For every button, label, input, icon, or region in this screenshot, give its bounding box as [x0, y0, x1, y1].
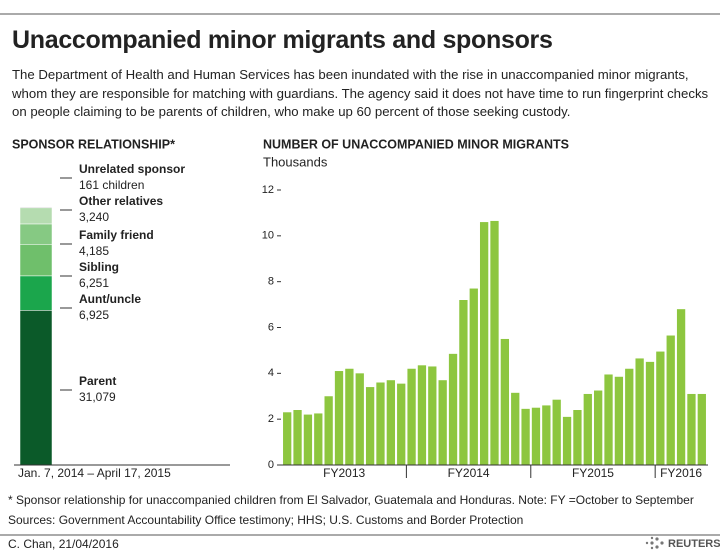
credit: C. Chan, 21/04/2016	[8, 537, 119, 551]
value-label: 3,240	[79, 210, 109, 224]
bar	[625, 368, 634, 465]
stack-segment	[19, 244, 53, 277]
y-tick-label: 12	[262, 184, 274, 196]
legend-label: Other relatives	[79, 194, 163, 208]
value-label: 4,185	[79, 244, 109, 258]
legend-label: Parent	[79, 374, 116, 388]
x-axis-label: Jan. 7, 2014 – April 17, 2015	[18, 466, 171, 480]
sources: Sources: Government Accountability Offic…	[8, 513, 524, 527]
bar	[562, 416, 572, 465]
bar	[324, 396, 333, 465]
legend-label: Sibling	[79, 260, 119, 274]
bar	[397, 383, 406, 465]
bar	[614, 376, 624, 465]
chart-title: SPONSOR RELATIONSHIP*	[12, 137, 175, 151]
bar	[511, 392, 520, 465]
bar	[656, 351, 665, 465]
stack-segment	[19, 207, 53, 225]
value-label: 31,079	[79, 390, 116, 404]
title: Unaccompanied minor migrants and sponsor…	[12, 26, 553, 54]
legend-label: Family friend	[79, 228, 154, 242]
bar	[687, 393, 696, 465]
bar	[697, 393, 706, 465]
bar	[355, 373, 364, 465]
legend-label: Aunt/uncle	[79, 292, 141, 306]
stack-segment	[19, 310, 53, 466]
x-group-label: FY2013	[323, 466, 365, 480]
bar	[459, 300, 468, 465]
bar	[293, 410, 302, 465]
y-axis-label: Thousands	[263, 154, 328, 169]
bar	[438, 380, 447, 465]
bar	[345, 368, 354, 465]
bar	[314, 413, 323, 465]
bar	[552, 399, 561, 465]
bar	[573, 410, 582, 465]
bar	[500, 338, 510, 465]
y-tick-label: 4	[268, 367, 274, 379]
bar	[365, 387, 375, 465]
bar	[407, 368, 416, 465]
chart-title: NUMBER OF UNACCOMPANIED MINOR MIGRANTS	[263, 137, 569, 151]
y-tick-label: 2	[268, 413, 274, 425]
bar	[594, 390, 603, 465]
stack-segment	[19, 206, 53, 209]
value-label: 161 children	[79, 178, 144, 192]
bar	[490, 220, 499, 465]
bar	[479, 222, 489, 465]
bar	[521, 408, 530, 465]
bar	[386, 380, 395, 465]
bar	[676, 309, 686, 465]
bar	[283, 412, 292, 465]
logo-icon	[645, 536, 664, 550]
subtitle: The Department of Health and Human Servi…	[12, 67, 709, 119]
bar	[542, 405, 551, 465]
stack-segment	[19, 275, 53, 311]
y-tick-label: 6	[268, 321, 274, 333]
y-tick-label: 10	[262, 230, 274, 242]
x-group-label: FY2014	[448, 466, 490, 480]
bar	[666, 335, 675, 465]
bar	[531, 407, 541, 465]
value-label: 6,925	[79, 308, 109, 322]
y-tick-label: 0	[268, 459, 274, 471]
bar	[303, 414, 313, 465]
bar	[428, 366, 437, 465]
stack-segment	[19, 223, 53, 246]
bar	[448, 353, 458, 465]
logo-text: REUTERS	[668, 538, 720, 550]
legend-label: Unrelated sponsor	[79, 162, 185, 176]
bar	[469, 288, 478, 465]
bar	[635, 358, 644, 465]
bar	[417, 365, 427, 465]
bar	[334, 371, 344, 465]
bar	[583, 393, 592, 465]
note: * Sponsor relationship for unaccompanied…	[8, 493, 694, 507]
bar	[645, 361, 655, 465]
value-label: 6,251	[79, 276, 109, 290]
x-group-label: FY2015	[572, 466, 614, 480]
bar	[604, 374, 613, 465]
x-group-label: FY2016	[660, 466, 702, 480]
y-tick-label: 8	[268, 276, 274, 288]
bar	[376, 382, 385, 465]
